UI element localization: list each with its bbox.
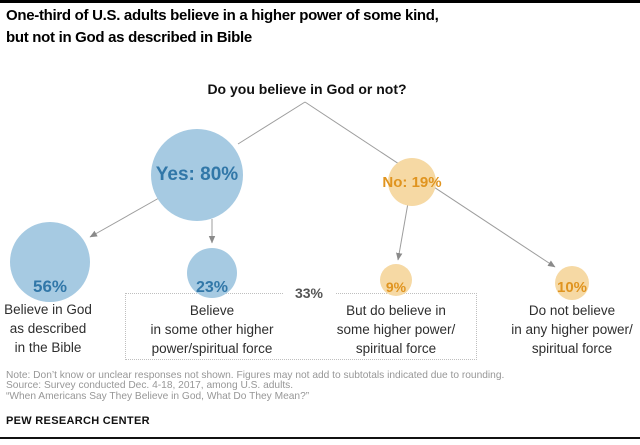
node-yes-label: Yes: 80% — [155, 164, 239, 185]
chart-title-line2: but not in God as described in Bible — [6, 29, 252, 46]
chart-title-line1: One-third of U.S. adults believe in a hi… — [6, 7, 439, 24]
label-no-power-line2: in any higher power/ — [511, 322, 633, 337]
subtotal-label: 33% — [283, 285, 335, 301]
node-other-power-circle: 23% — [187, 248, 237, 298]
label-no-power-line3: spiritual force — [531, 341, 613, 356]
node-but-power-pct: 9% — [385, 279, 407, 295]
source-line: Source: Survey conducted Dec. 4-18, 2017… — [6, 380, 294, 392]
label-other-power: Believe in some other higher power/spiri… — [132, 301, 292, 358]
connector-apex-to-yes — [237, 101, 306, 145]
chart-notes: Note: Don’t know or unclear responses no… — [6, 370, 505, 402]
node-bible-circle: 56% — [10, 222, 90, 302]
label-but-power-line1: But do believe in — [346, 303, 446, 318]
label-but-power-line2: some higher power/ — [336, 322, 456, 337]
node-no-circle: No: 19% — [382, 158, 442, 206]
top-rule — [0, 0, 640, 3]
node-yes-circle: Yes: 80% — [151, 129, 243, 221]
note-line: Note: Don’t know or unclear responses no… — [6, 370, 505, 381]
label-other-power-line1: Believe — [189, 303, 235, 318]
label-no-power: Do not believe in any higher power/ spir… — [492, 301, 640, 358]
label-bible: Believe in God as described in the Bible — [0, 300, 123, 357]
label-bible-line1: Believe in God — [4, 302, 92, 317]
label-no-power-line1: Do not believe — [528, 303, 616, 318]
node-bible-pct: 56% — [32, 277, 68, 296]
chart-title: One-third of U.S. adults believe in a hi… — [6, 5, 439, 49]
label-but-power-line3: spiritual force — [355, 341, 437, 356]
label-other-power-line3: power/spiritual force — [151, 341, 273, 356]
node-no-power-pct: 10% — [556, 279, 588, 296]
pew-research-center-brand: PEW RESEARCH CENTER — [6, 415, 150, 427]
label-bible-line3: in the Bible — [14, 340, 82, 355]
node-no-power-circle: 10% — [555, 266, 589, 300]
label-but-power: But do believe in some higher power/ spi… — [316, 301, 476, 358]
report-title-line: “When Americans Say They Believe in God,… — [6, 390, 310, 402]
label-other-power-line2: in some other higher — [150, 322, 274, 337]
connector-yes-to-bible — [89, 197, 160, 238]
question-label: Do you believe in God or not? — [207, 81, 407, 97]
connector-no-to-but-power — [396, 202, 409, 261]
bottom-rule — [0, 437, 640, 439]
node-no-label: No: 19% — [382, 173, 442, 191]
node-other-power-pct: 23% — [195, 279, 229, 296]
label-bible-line2: as described — [9, 321, 87, 336]
node-but-power-circle: 9% — [380, 264, 412, 296]
